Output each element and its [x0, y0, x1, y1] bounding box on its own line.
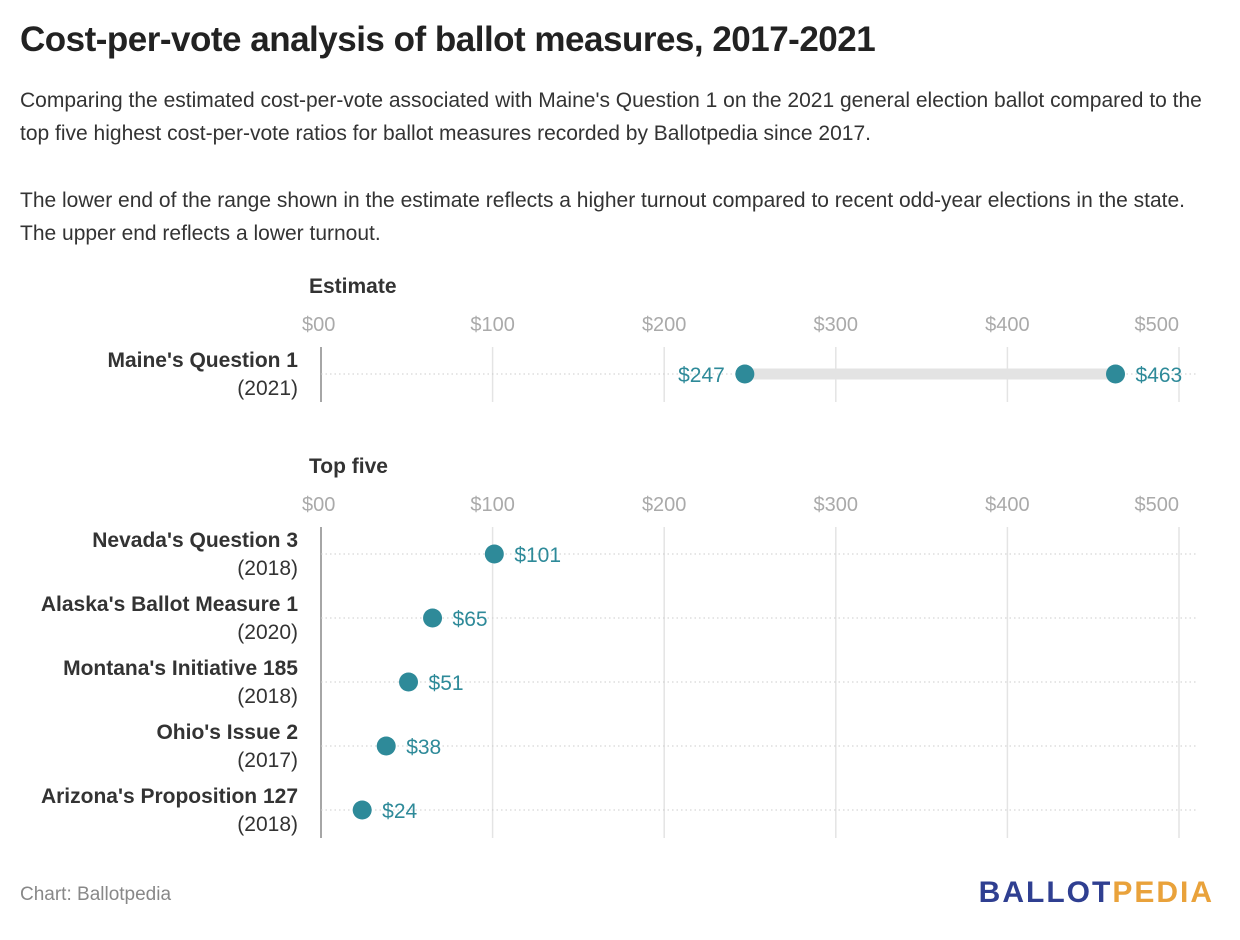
row-year-top-five-1: (2020): [237, 621, 298, 644]
logo-text-pedia: PEDIA: [1112, 876, 1214, 909]
data-label-top-five-0: $101: [514, 544, 561, 567]
data-label-top-five-2: $51: [429, 672, 464, 695]
data-label-top-five-1: $65: [453, 608, 488, 631]
row-label-top-five-1: Alaska's Ballot Measure 1: [41, 593, 298, 616]
row-year-top-five-0: (2018): [237, 557, 298, 580]
row-label-top-five-3: Ohio's Issue 2: [156, 721, 298, 744]
tick-label-top-five-5: $500: [1135, 494, 1180, 516]
tick-label-top-five-0: $00: [302, 494, 335, 516]
chart-title: Cost-per-vote analysis of ballot measure…: [20, 20, 876, 59]
dot-low-0: [735, 364, 755, 384]
data-label-low-0: $247: [678, 364, 725, 387]
row-year-top-five-4: (2018): [237, 813, 298, 836]
description-paragraph-1: Comparing the estimated cost-per-vote as…: [20, 89, 1202, 145]
panel-title-top-five: Top five: [309, 455, 388, 478]
row-year-top-five-3: (2017): [237, 749, 298, 772]
tick-label-estimate-4: $400: [985, 314, 1030, 336]
dot-top-five-3: [376, 736, 396, 756]
tick-label-top-five-4: $400: [985, 494, 1030, 516]
tick-label-estimate-0: $00: [302, 314, 335, 336]
row-label-estimate-0: Maine's Question 1: [107, 349, 298, 372]
dot-top-five-1: [423, 608, 443, 628]
description-paragraph-2: The lower end of the range shown in the …: [20, 189, 1185, 245]
panel-title-estimate: Estimate: [309, 275, 397, 298]
data-label-top-five-4: $24: [382, 800, 417, 823]
dot-top-five-4: [352, 800, 372, 820]
tick-label-estimate-5: $500: [1135, 314, 1180, 336]
data-label-top-five-3: $38: [406, 736, 441, 759]
tick-label-top-five-1: $100: [470, 494, 515, 516]
chart-source: Chart: Ballotpedia: [20, 884, 172, 905]
row-label-top-five-2: Montana's Initiative 185: [63, 657, 298, 680]
row-label-top-five-4: Arizona's Proposition 127: [41, 785, 298, 808]
tick-label-estimate-3: $300: [814, 314, 859, 336]
dot-top-five-0: [484, 544, 504, 564]
tick-label-top-five-3: $300: [814, 494, 859, 516]
dot-top-five-2: [399, 672, 419, 692]
data-label-high-0: $463: [1136, 364, 1183, 387]
dot-high-0: [1106, 364, 1126, 384]
row-year-top-five-2: (2018): [237, 685, 298, 708]
tick-label-top-five-2: $200: [642, 494, 687, 516]
row-year-estimate-0: (2021): [237, 377, 298, 400]
tick-label-estimate-2: $200: [642, 314, 687, 336]
row-label-top-five-0: Nevada's Question 3: [92, 529, 298, 552]
tick-label-estimate-1: $100: [470, 314, 515, 336]
logo-text-ballot: BALLOT: [978, 876, 1113, 909]
ballotpedia-logo: BALLOTPEDIA: [979, 876, 1214, 910]
